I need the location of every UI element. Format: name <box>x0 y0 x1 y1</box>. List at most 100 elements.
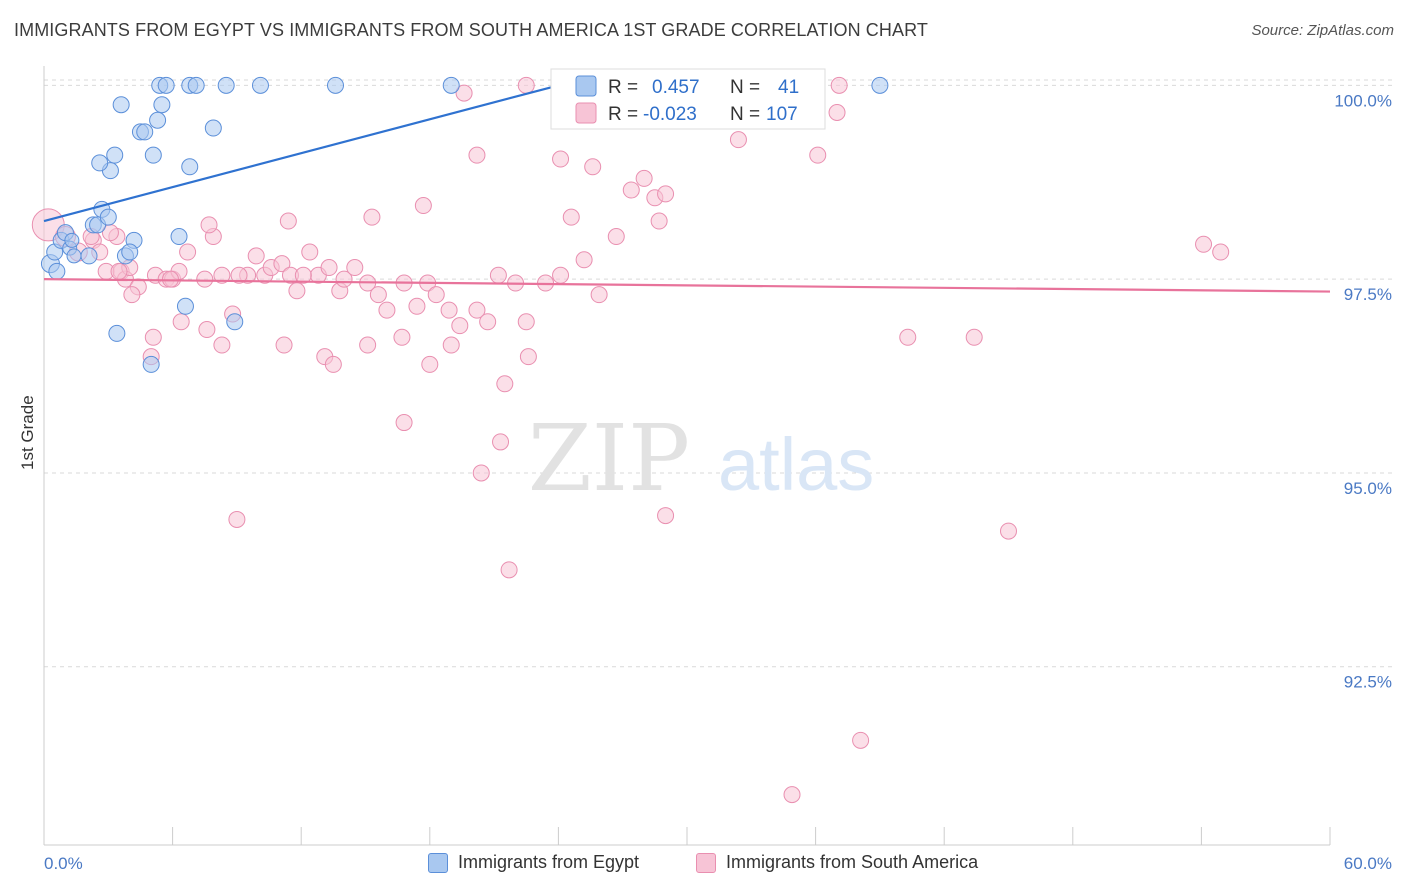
legend: R = 0.457 N = 41 R = -0.023 N = 107 <box>550 68 826 130</box>
egypt-point <box>142 355 160 373</box>
south-america-point <box>828 104 846 122</box>
south-america-point <box>468 301 486 319</box>
legend-r-value-egypt: 0.457 <box>652 77 700 98</box>
south-america-point <box>213 336 231 354</box>
bottom-legend-label-egypt: Immigrants from Egypt <box>458 852 640 872</box>
source-label: Source: ZipAtlas.com <box>1251 22 1394 39</box>
y-tick-label: 100.0% <box>1334 91 1392 110</box>
south-america-point <box>230 266 248 284</box>
egypt-point <box>326 76 344 94</box>
south-america-point <box>1195 235 1213 253</box>
south-america-point <box>783 786 801 804</box>
egypt-point <box>112 96 130 114</box>
legend-n-value-egypt: 41 <box>778 77 799 98</box>
south-america-point <box>442 336 460 354</box>
south-america-point <box>378 301 396 319</box>
south-america-point <box>657 507 675 525</box>
egypt-point <box>66 248 82 264</box>
south-america-point <box>161 270 179 288</box>
south-america-point <box>421 355 439 373</box>
bottom-legend-south-america[interactable]: Immigrants from South America <box>696 852 978 873</box>
south-america-point <box>830 76 848 94</box>
south-america-point <box>635 169 653 187</box>
legend-swatch-egypt <box>575 75 597 97</box>
south-america-point <box>1212 243 1230 261</box>
bottom-legend-label-south-america: Immigrants from South America <box>726 852 979 872</box>
south-america-point <box>455 84 473 102</box>
south-america-point <box>144 328 162 346</box>
south-america-point <box>584 158 602 176</box>
x-tick-label: 0.0% <box>44 854 83 873</box>
south-america-point <box>899 328 917 346</box>
egypt-point <box>442 76 460 94</box>
south-america-point <box>228 510 246 528</box>
watermark: ZIP atlas <box>528 405 874 512</box>
south-america-point <box>172 313 190 331</box>
south-america-trendline <box>43 278 1331 293</box>
south-america-point <box>496 375 514 393</box>
legend-r-label: R = <box>608 104 638 125</box>
egypt-point <box>226 313 244 331</box>
egypt-point <box>157 76 175 94</box>
egypt-point <box>91 154 109 172</box>
south-america-point <box>607 228 625 246</box>
south-america-point <box>273 255 291 273</box>
chart-title: IMMIGRANTS FROM EGYPT VS IMMIGRANTS FROM… <box>14 20 928 40</box>
egypt-point <box>251 76 269 94</box>
south-america-point <box>414 197 432 215</box>
south-america-point <box>552 266 570 284</box>
bottom-legend-swatch-egypt <box>428 852 448 873</box>
egypt-point <box>106 146 124 164</box>
egypt-point <box>170 228 188 246</box>
south-america-point <box>294 266 312 284</box>
south-america-point <box>123 286 141 304</box>
watermark-zip: ZIP <box>528 405 690 512</box>
south-america-point <box>320 259 338 277</box>
axes <box>43 66 1331 846</box>
south-america-point <box>729 131 747 149</box>
south-america-point <box>393 328 411 346</box>
legend-frame <box>550 68 826 130</box>
south-america-point <box>451 317 469 335</box>
south-america-point <box>408 297 426 315</box>
south-america-point <box>517 313 535 331</box>
south-america-point <box>346 259 364 277</box>
south-america-point <box>552 150 570 168</box>
legend-swatch-south-america <box>575 102 597 124</box>
x-tick-label: 60.0% <box>1344 854 1392 873</box>
south-america-point <box>492 433 510 451</box>
bottom-legend-egypt[interactable]: Immigrants from Egypt <box>428 852 639 873</box>
egypt-point <box>187 76 205 94</box>
south-america-point <box>590 286 608 304</box>
south-america-point <box>359 336 377 354</box>
south-america-point <box>196 270 214 288</box>
south-america-point <box>809 146 827 164</box>
egypt-point <box>108 324 126 342</box>
legend-n-label: N = <box>730 104 760 125</box>
egypt-point <box>181 158 199 176</box>
egypt-point <box>121 243 139 261</box>
south-america-point <box>852 731 870 749</box>
egypt-point <box>204 119 222 137</box>
south-america-point <box>301 243 319 261</box>
bottom-legend: Immigrants from Egypt Immigrants from So… <box>0 852 1406 878</box>
south-america-point <box>275 336 293 354</box>
y-tick-label: 95.0% <box>1344 479 1392 498</box>
south-america-point <box>198 321 216 339</box>
south-america-point <box>369 286 387 304</box>
south-america-point <box>622 181 640 199</box>
south-america-point <box>468 146 486 164</box>
south-america-point <box>440 301 458 319</box>
south-america-point <box>1000 522 1017 540</box>
watermark-atlas: atlas <box>718 423 874 506</box>
south-america-point <box>179 243 197 261</box>
south-america-point <box>965 328 983 346</box>
egypt-point <box>64 232 80 248</box>
legend-n-label: N = <box>730 77 760 98</box>
south-america-point <box>519 348 537 366</box>
south-america-point <box>427 286 445 304</box>
south-america-points <box>31 76 1230 804</box>
south-america-point <box>650 212 668 230</box>
south-america-point <box>472 464 490 482</box>
bottom-legend-swatch-south-america <box>696 852 716 873</box>
